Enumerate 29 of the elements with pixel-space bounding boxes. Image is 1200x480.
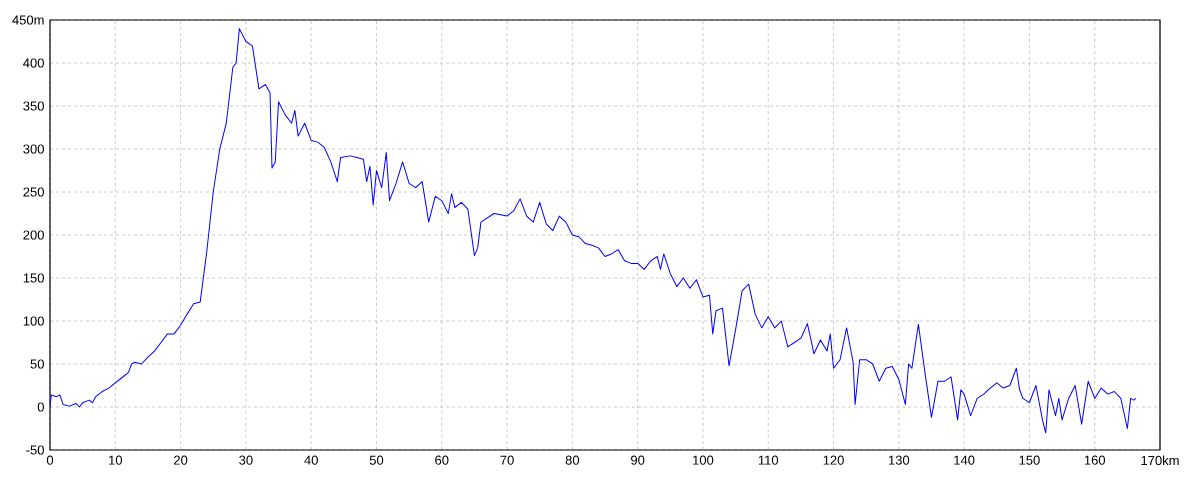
x-tick-label: 160 (1084, 455, 1106, 465)
y-tick-label: 50 (30, 359, 44, 369)
x-tick-label: 150 (1019, 455, 1040, 465)
x-tick-label: 60 (435, 455, 449, 465)
x-tick-label: 140 (954, 455, 975, 465)
x-tick-label: 100 (693, 455, 714, 465)
y-tick-label: 300 (23, 144, 44, 154)
x-tick-label: 40 (304, 455, 318, 465)
x-tick-label: 0 (46, 455, 54, 465)
x-tick-label: 170km (1141, 455, 1179, 466)
y-tick-label: 450m (12, 15, 44, 25)
y-tick-label: 0 (37, 402, 44, 412)
x-tick-label: 110 (758, 455, 779, 465)
y-tick-label: 400 (23, 58, 44, 68)
x-tick-label: 20 (174, 455, 188, 465)
x-tick-label: 90 (631, 455, 645, 465)
y-tick-label: 200 (23, 230, 44, 240)
y-tick-label: 250 (23, 187, 44, 197)
x-tick-label: 70 (500, 455, 514, 465)
y-tick-label: 150 (23, 273, 44, 283)
x-tick-label: 50 (369, 455, 384, 465)
x-tick-label: 30 (239, 455, 253, 465)
y-tick-label: -50 (26, 445, 44, 455)
y-tick-label: 350 (23, 101, 44, 111)
y-tick-label: 100 (23, 316, 44, 326)
x-tick-label: 80 (565, 455, 580, 465)
x-tick-label: 120 (823, 455, 844, 465)
x-tick-label: 10 (109, 455, 123, 465)
x-tick-label: 130 (888, 455, 910, 465)
